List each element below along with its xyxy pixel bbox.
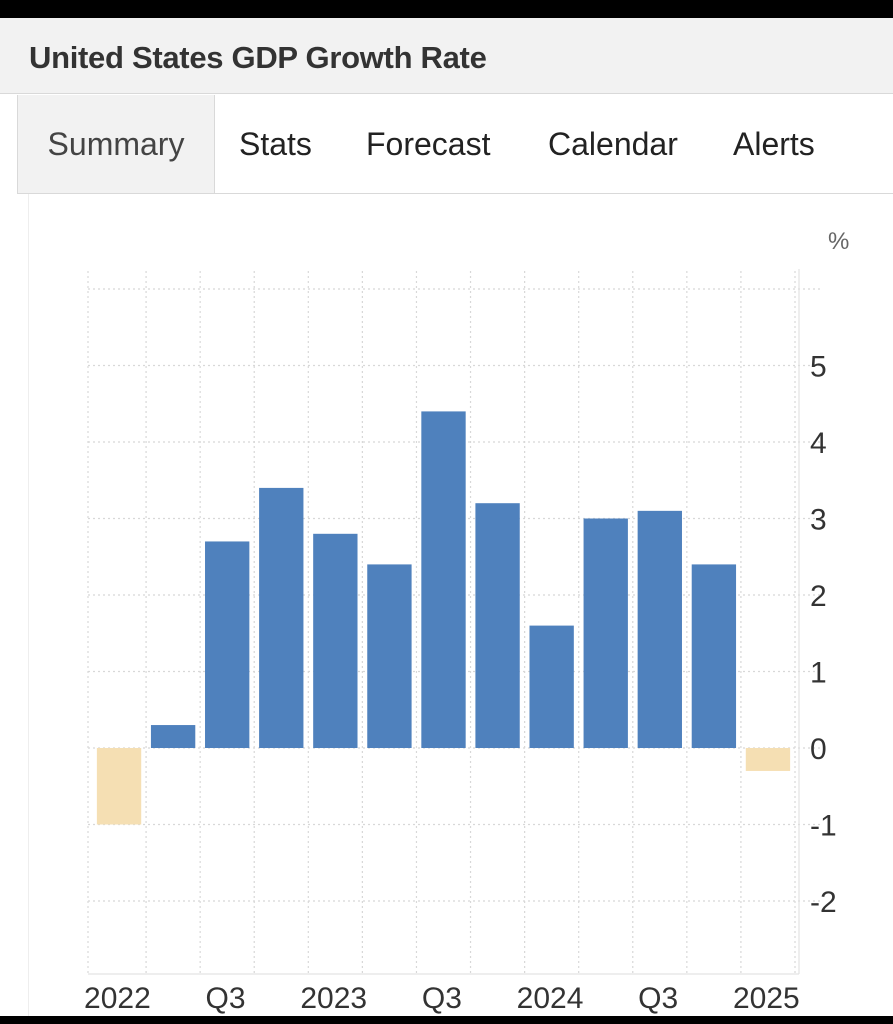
tab-calendar[interactable]: Calendar (548, 126, 678, 162)
bar (205, 541, 250, 748)
tab-summary[interactable]: Summary (18, 95, 215, 193)
title-bar: United States GDP Growth Rate (0, 18, 893, 94)
x-tick-label: 2023 (300, 982, 367, 1015)
x-tick-label: 2025 (733, 982, 800, 1015)
y-tick-label: -1 (810, 810, 837, 843)
bar (150, 725, 196, 748)
page-title: United States GDP Growth Rate (29, 40, 487, 75)
bar (96, 748, 142, 825)
x-tick-label: Q3 (638, 982, 678, 1015)
tab-forecast[interactable]: Forecast (366, 126, 491, 162)
y-tick-label: 4 (810, 427, 827, 460)
gdp-bar-chart: -2 -1 0 1 2 3 4 5% 2022 Q3 2023 Q3 2024 Q3 2025 (84, 228, 849, 1015)
y-tick-label: 1 (810, 657, 827, 690)
x-tick-label: Q3 (206, 982, 246, 1015)
bar (475, 503, 520, 748)
y-tick-label: 5 (810, 351, 827, 384)
y-unit-label: % (828, 228, 849, 255)
tab-bar: Summary Stats Forecast Calendar Alerts (17, 95, 893, 194)
x-tick-label: 2022 (84, 982, 151, 1015)
y-tick-label: 0 (810, 733, 827, 766)
chart-panel: United States GDP Growth Rate Summary St… (0, 18, 893, 1016)
bar (637, 510, 682, 748)
tab-alerts[interactable]: Alerts (733, 126, 815, 162)
bar (367, 564, 412, 748)
bar (421, 411, 466, 748)
bar (745, 748, 791, 771)
tab-stats[interactable]: Stats (239, 126, 312, 162)
x-tick-label: 2024 (517, 982, 584, 1015)
y-tick-label: 2 (810, 580, 827, 613)
bar (313, 533, 358, 748)
y-tick-label: -2 (810, 886, 837, 919)
bar (529, 625, 574, 748)
bar (259, 487, 304, 748)
y-tick-label: 3 (810, 504, 827, 537)
x-tick-label: Q3 (422, 982, 462, 1015)
chart-area: -2 -1 0 1 2 3 4 5% 2022 Q3 2023 Q3 2024 Q3 2025 (28, 194, 893, 1016)
bar (691, 564, 737, 748)
bar (583, 518, 628, 748)
